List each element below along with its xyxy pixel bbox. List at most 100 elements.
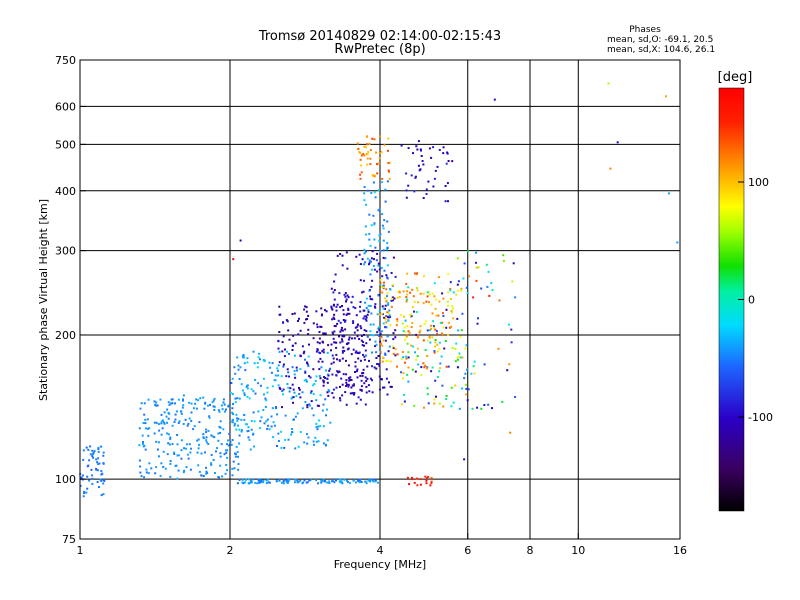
data-point [377,294,380,297]
data-point [332,388,335,391]
data-point [333,298,336,301]
data-point [260,479,263,482]
data-point [407,330,410,333]
data-point [407,286,410,289]
data-point [153,421,156,424]
data-point [90,468,93,471]
data-point [301,391,304,394]
data-point [371,365,373,368]
data-point [262,409,265,411]
data-point [299,431,302,433]
data-point [238,434,241,437]
data-point [348,482,351,485]
data-point [456,366,459,369]
data-point [331,392,334,395]
data-point [413,300,416,303]
data-point [180,439,183,442]
data-point [416,355,419,358]
data-point [388,177,391,180]
data-point [607,82,610,85]
data-point [486,285,489,288]
data-point [386,311,389,314]
data-point [396,318,399,321]
data-point [235,445,238,448]
data-point [243,414,246,416]
data-point [425,482,428,485]
data-point [434,379,437,382]
data-point [232,460,235,463]
data-point [359,305,361,308]
data-point [145,468,148,471]
data-point [356,325,359,328]
data-point [378,375,381,378]
data-point [341,305,343,307]
data-point [185,447,187,450]
data-point [456,358,459,361]
data-point [384,326,387,329]
data-point [351,295,354,298]
data-point [202,396,205,399]
data-point [448,326,451,329]
data-point [187,457,190,460]
data-point [155,401,158,404]
data-point [356,352,359,354]
data-point [450,325,453,328]
data-point [259,427,261,430]
data-point [363,355,366,358]
data-point [205,472,208,475]
data-point [341,264,344,267]
data-point [167,417,170,420]
data-point [384,304,387,307]
data-point [288,352,290,355]
data-point [244,481,247,484]
data-point [259,481,262,484]
data-point [241,481,244,484]
data-point [155,466,158,469]
data-point [160,433,163,436]
data-point [234,372,237,375]
data-point [223,410,226,413]
data-point [197,464,200,467]
data-point [340,478,343,481]
data-point [369,323,372,326]
data-point [256,366,259,369]
data-point [440,355,443,358]
data-point [344,328,347,331]
data-point [502,254,505,257]
phases-o-stats: mean, sd,O: -69.1, 20.5 [607,35,713,45]
y-tick-label: 600 [55,100,76,113]
data-point [432,320,435,323]
data-point [368,390,371,393]
data-point [386,360,389,362]
data-point [381,275,384,278]
data-point [82,458,85,461]
data-point [390,299,393,302]
data-point [363,329,366,332]
data-point [332,333,335,336]
data-point [138,427,141,430]
data-point [415,145,418,148]
data-point [147,434,150,437]
data-point [511,280,514,283]
data-point [234,422,236,425]
data-point [373,138,376,141]
data-point [318,368,321,371]
data-point [431,336,434,339]
data-point [335,386,338,389]
data-point [411,322,414,325]
data-point [205,431,208,434]
data-point [226,443,228,446]
data-point [355,314,358,317]
data-point [400,357,403,360]
data-point [351,392,354,395]
data-point [394,329,397,332]
data-point [428,147,431,150]
data-point [243,394,246,397]
data-point [272,436,275,439]
data-point [321,479,324,482]
data-point [387,169,390,172]
data-point [339,306,342,309]
data-point [333,280,336,283]
data-point [413,481,416,484]
data-point [490,282,493,285]
